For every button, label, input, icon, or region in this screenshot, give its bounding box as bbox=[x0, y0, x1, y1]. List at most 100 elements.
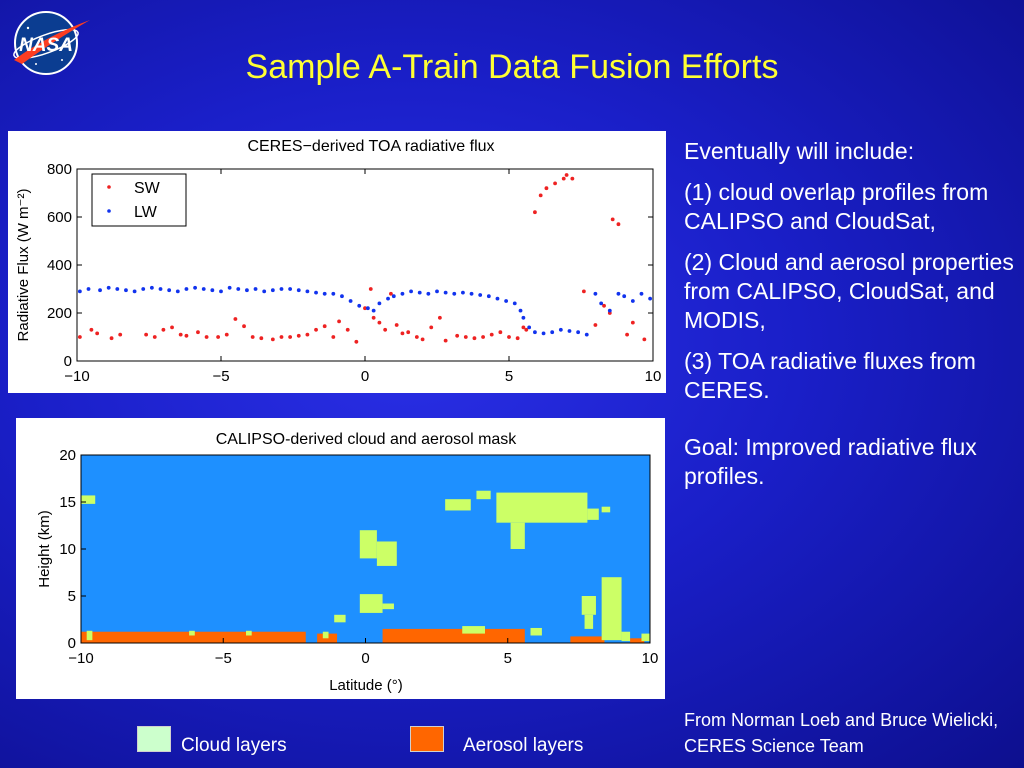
chart1-point-lw bbox=[305, 289, 310, 294]
chart2-cloud-region bbox=[476, 490, 491, 500]
chart1-point-sw bbox=[314, 327, 318, 332]
chart1-point-lw bbox=[279, 287, 284, 291]
chart1-point-lw bbox=[512, 301, 517, 306]
chart2-y-tick-label: 0 bbox=[68, 635, 76, 652]
chart1-point-sw bbox=[642, 337, 647, 342]
logo-text: NASA bbox=[19, 35, 73, 56]
chart1-point-lw bbox=[77, 289, 82, 294]
chart1-point-sw bbox=[602, 303, 606, 308]
chart2-x-tick-label: 10 bbox=[642, 650, 659, 667]
chart1-point-sw bbox=[371, 315, 376, 320]
chart1-point-lw bbox=[106, 285, 111, 290]
chart1-point-lw bbox=[314, 290, 318, 295]
chart1-y-tick-label: 200 bbox=[47, 305, 72, 322]
chart1-legend-marker-lw bbox=[107, 209, 111, 213]
chart1-point-lw bbox=[371, 308, 376, 313]
chart1-point-sw bbox=[118, 332, 123, 337]
chart2-aerosol-region bbox=[382, 628, 525, 643]
chart2-x-tick-label: −10 bbox=[68, 650, 93, 667]
chart1-point-lw bbox=[288, 287, 293, 291]
chart1-point-lw bbox=[219, 289, 223, 294]
chart1-point-lw bbox=[365, 306, 370, 311]
chart1-point-sw bbox=[377, 320, 382, 325]
chart1-point-lw bbox=[348, 299, 353, 303]
chart1-point-sw bbox=[507, 335, 511, 339]
chart1-point-lw bbox=[639, 291, 644, 296]
chart1-point-lw bbox=[400, 291, 405, 296]
chart1-point-sw bbox=[216, 335, 221, 339]
cloud-layers-swatch bbox=[137, 726, 171, 752]
chart2-aerosol-region bbox=[570, 636, 605, 643]
chart1-point-sw bbox=[204, 335, 209, 339]
chart2-title: CALIPSO-derived cloud and aerosol mask bbox=[216, 431, 518, 448]
chart1-point-lw bbox=[184, 287, 189, 291]
chart1-point-lw bbox=[622, 294, 627, 299]
chart1-point-lw bbox=[296, 288, 301, 293]
nasa-logo: NASA bbox=[13, 11, 90, 75]
chart1-point-sw bbox=[455, 333, 460, 338]
chart1-point-sw bbox=[296, 333, 301, 338]
chart1-point-lw bbox=[452, 291, 457, 296]
chart2-x-tick-label: 0 bbox=[361, 650, 369, 667]
chart2-cloud-region bbox=[462, 626, 485, 634]
chart2-y-axis-label: Height (km) bbox=[36, 510, 53, 588]
chart2-cloud-region bbox=[587, 508, 599, 520]
chart2-cloud-region bbox=[81, 495, 96, 504]
chart1-y-tick-label: 600 bbox=[47, 209, 72, 226]
chart1-point-sw bbox=[170, 325, 174, 330]
chart1-point-lw bbox=[648, 296, 653, 301]
chart1-y-axis-label: Radiative Flux (W m⁻²) bbox=[15, 189, 32, 342]
chart1-point-sw bbox=[538, 193, 543, 198]
chart1-point-sw bbox=[630, 320, 635, 325]
chart1-point-lw bbox=[504, 299, 509, 303]
chart1-point-sw bbox=[77, 335, 82, 339]
chart2-cloud-region bbox=[86, 630, 93, 641]
chart1-point-sw bbox=[400, 331, 405, 336]
chart2-cloud-region bbox=[496, 492, 588, 523]
chart1-point-sw bbox=[242, 324, 246, 329]
chart1-point-sw bbox=[144, 332, 149, 337]
chart1-point-sw bbox=[593, 323, 598, 327]
chart1-point-sw bbox=[581, 289, 586, 294]
chart1-point-sw bbox=[368, 287, 373, 291]
chart1-point-lw bbox=[86, 287, 91, 291]
chart1-point-sw bbox=[259, 336, 264, 341]
chart2-x-axis-label: Latitude (°) bbox=[329, 677, 403, 694]
chart1-y-tick-label: 800 bbox=[47, 161, 72, 178]
chart1-legend-label-lw: LW bbox=[134, 204, 158, 221]
chart1-point-lw bbox=[461, 290, 465, 295]
chart1-point-sw bbox=[161, 327, 166, 332]
chart1-point-lw bbox=[227, 285, 232, 290]
chart1-point-lw bbox=[558, 327, 563, 332]
chart1-point-lw bbox=[443, 290, 448, 295]
chart1-point-sw bbox=[570, 176, 575, 181]
chart1-legend-label-sw: SW bbox=[134, 180, 161, 197]
chart1-point-sw bbox=[337, 319, 341, 324]
chart2-x-tick-label: −5 bbox=[215, 650, 232, 667]
chart1-point-sw bbox=[95, 331, 100, 336]
chart1-point-lw bbox=[521, 315, 526, 320]
chart2-cloud-region bbox=[601, 506, 611, 513]
chart1-point-sw bbox=[288, 335, 293, 339]
chart1-point-lw bbox=[576, 330, 581, 335]
chart1-point-sw bbox=[233, 317, 238, 321]
chart1-point-sw bbox=[443, 338, 448, 343]
chart1-point-lw bbox=[391, 294, 396, 299]
chart1-point-lw bbox=[322, 291, 327, 296]
chart1-point-lw bbox=[331, 291, 336, 296]
goal-text: Goal: Improved radiative flux profiles. bbox=[684, 434, 977, 489]
chart1-point-lw bbox=[377, 301, 382, 306]
chart1-point-sw bbox=[489, 332, 494, 337]
chart2-cloud-region bbox=[641, 633, 650, 642]
chart1-point-sw bbox=[363, 306, 367, 311]
chart1-point-sw bbox=[196, 330, 200, 335]
chart1-point-sw bbox=[561, 176, 566, 181]
chart1-point-lw bbox=[567, 329, 572, 333]
chart1-point-sw bbox=[345, 327, 350, 332]
chart2-cloud-region bbox=[584, 614, 594, 629]
aerosol-layers-label: Aerosol layers bbox=[463, 735, 584, 756]
chart1-point-sw bbox=[429, 325, 434, 330]
chart1-point-sw bbox=[564, 173, 569, 177]
chart1-x-tick-label: 10 bbox=[645, 368, 662, 385]
chart1-point-sw bbox=[389, 291, 393, 296]
